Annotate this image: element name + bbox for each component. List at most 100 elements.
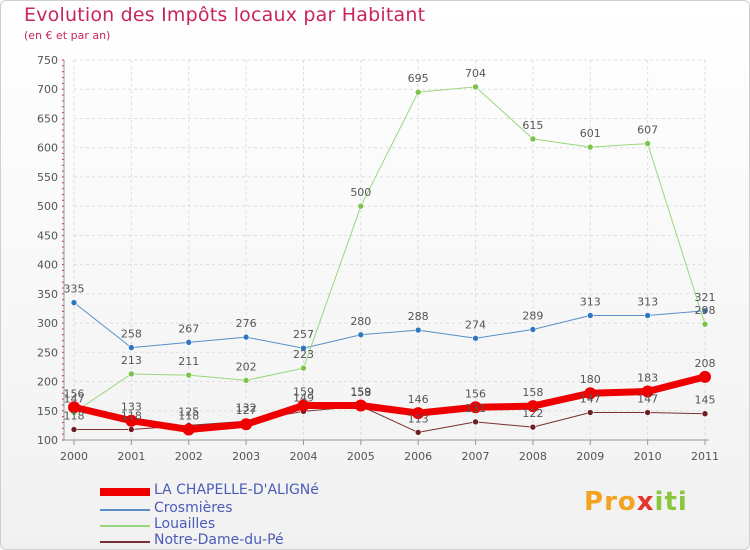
x-tick-label: 2007 [462,450,490,463]
legend-swatch [100,525,150,527]
data-label: 147 [637,393,658,406]
data-point [70,299,78,306]
y-tick-label: 700 [37,83,58,96]
data-point [586,143,594,151]
data-label: 258 [121,328,142,341]
data-point [644,409,651,416]
x-tick-label: 2003 [232,450,260,463]
data-point [128,344,135,351]
data-point [529,135,537,143]
data-label: 267 [178,322,199,335]
logo-letter: i [654,487,665,517]
data-label: 208 [695,357,716,370]
logo-letter: x [636,487,655,517]
x-tick-label: 2006 [404,450,432,463]
data-point [586,409,594,416]
legend-label: Notre-Dame-du-Pé [154,532,284,548]
data-label: 274 [465,318,486,331]
logo-letter: r [604,487,618,517]
data-label: 695 [408,72,429,85]
proxiti-logo: Proxiti [584,487,688,517]
data-point [641,385,654,398]
y-tick-label: 750 [37,54,58,67]
y-tick-label: 200 [37,376,58,389]
logo-letter: t [664,487,678,517]
data-label: 183 [637,371,658,384]
data-point [70,426,78,433]
data-label: 156 [64,387,85,400]
data-point [240,418,253,431]
data-label: 335 [64,283,85,296]
data-label: 601 [580,127,601,140]
data-point [182,423,195,436]
x-tick-label: 2000 [60,450,88,463]
data-point [469,401,482,414]
y-tick-label: 250 [37,346,58,359]
data-point [584,387,597,400]
data-point [297,399,310,412]
y-tick-label: 500 [37,200,58,213]
data-point [125,414,138,427]
data-label: 133 [121,401,142,414]
data-label: 321 [695,291,716,304]
data-label: 298 [695,304,716,317]
data-label: 158 [522,386,543,399]
data-point [529,326,537,333]
data-point [701,307,709,315]
data-point [185,339,193,346]
data-label: 615 [522,119,543,132]
data-point [414,326,422,334]
data-label: 276 [236,317,257,330]
x-tick-label: 2010 [634,450,662,463]
grid-lines [73,59,706,441]
y-tick-label: 100 [37,434,58,447]
data-label: 146 [408,393,429,406]
data-label: 288 [408,310,429,323]
data-point [68,401,80,414]
data-point [414,88,422,96]
data-label: 122 [522,407,543,420]
data-point [472,83,479,91]
data-label: 132 [236,401,257,414]
data-label: 158 [350,386,371,399]
data-label: 147 [580,393,601,406]
data-label: 156 [465,387,486,400]
legend-swatch [100,541,150,543]
legend-label: Louailles [154,516,216,532]
logo-letter: P [584,487,605,517]
data-label: 118 [64,409,85,422]
data-label: 131 [465,402,486,415]
data-label: 145 [695,394,716,407]
data-label: 289 [522,310,543,323]
y-tick-label: 400 [37,259,58,272]
legend-swatch [100,509,150,511]
data-label: 125 [178,405,199,418]
x-tick-label: 2004 [289,450,317,463]
axes: 100 150 200 250 300 350 400 450 500 550 600 650 700 7… [37,54,719,463]
y-tick-label: 550 [37,171,58,184]
data-label: 607 [637,124,658,137]
data-point [354,399,367,412]
legend-swatch [100,488,150,496]
series-line [70,373,709,433]
data-point [472,334,479,342]
data-point [128,370,135,378]
data-label: 159 [293,386,314,399]
data-label: 118 [178,409,199,422]
data-point [357,202,365,210]
data-point [644,140,651,147]
data-label: 280 [350,315,371,328]
data-label: 202 [236,360,257,373]
data-point [644,312,651,319]
y-tick-label: 450 [37,229,58,242]
x-tick-label: 2002 [175,450,203,463]
data-point [701,320,709,328]
data-label: 704 [465,67,486,80]
data-label: 223 [293,348,314,361]
legend-label: Crosmières [154,500,233,516]
data-label: 257 [293,328,314,341]
series-line [73,86,706,414]
x-tick-label: 2008 [519,450,547,463]
